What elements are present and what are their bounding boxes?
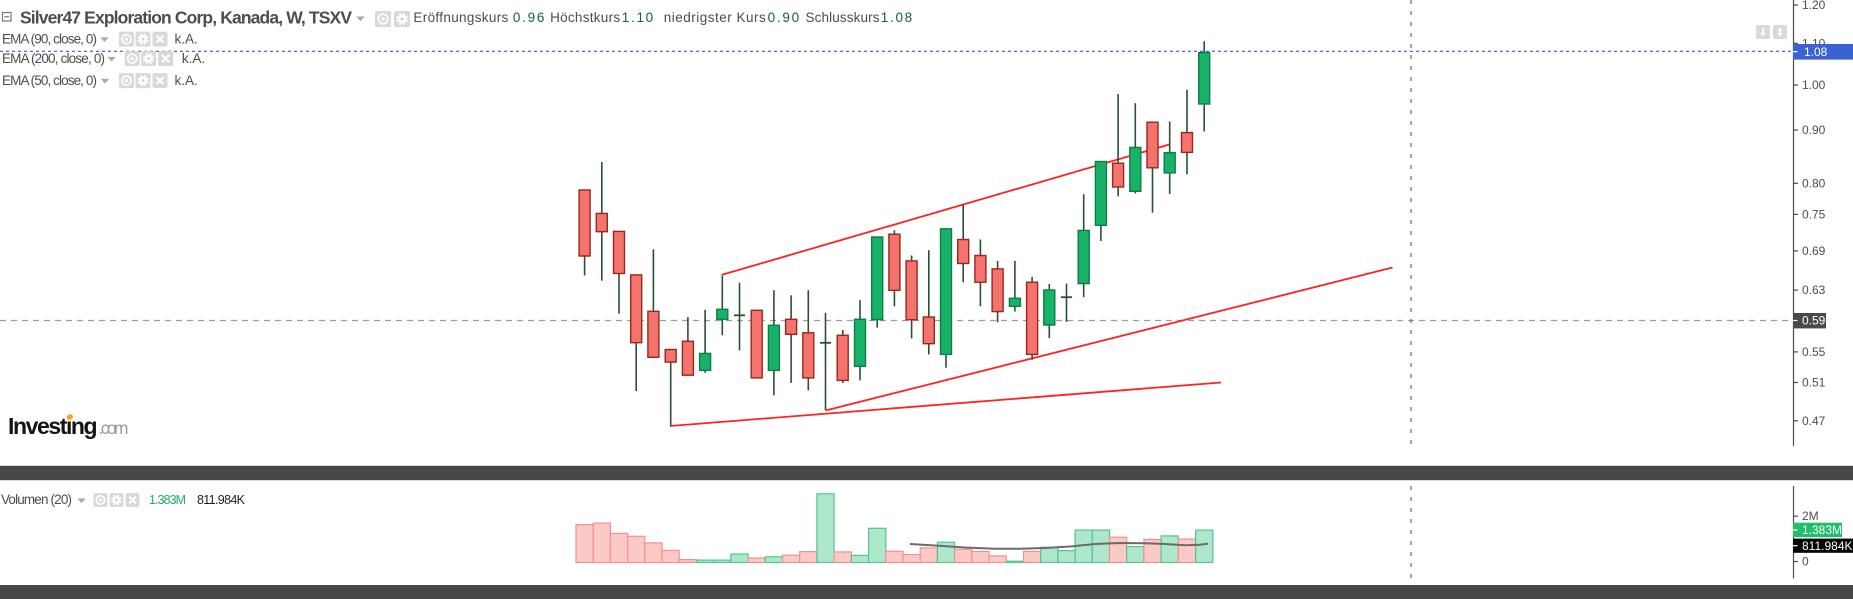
svg-text:2M: 2M: [1802, 509, 1819, 523]
svg-text:0.90: 0.90: [768, 10, 800, 25]
svg-text:1.08: 1.08: [881, 10, 913, 25]
svg-text:EMA (50, close, 0): EMA (50, close, 0): [2, 73, 97, 88]
svg-text:niedrigster Kurs: niedrigster Kurs: [664, 10, 766, 25]
svg-text:811.984K: 811.984K: [197, 493, 246, 507]
svg-text:0.59: 0.59: [1802, 314, 1826, 328]
svg-text:Investing: Investing: [8, 413, 98, 439]
svg-text:1.10: 1.10: [622, 10, 654, 25]
svg-text:Silver47 Exploration Corp, Kan: Silver47 Exploration Corp, Kanada, W, TS…: [20, 8, 352, 28]
svg-text:Volumen (20): Volumen (20): [1, 492, 72, 507]
svg-text:0.69: 0.69: [1802, 244, 1826, 258]
svg-text:0.96: 0.96: [513, 10, 545, 25]
svg-text:EMA (90, close, 0): EMA (90, close, 0): [2, 32, 97, 47]
svg-text:0.90: 0.90: [1802, 123, 1826, 137]
svg-text:k.A.: k.A.: [182, 51, 205, 66]
svg-text:1.383M: 1.383M: [1802, 523, 1842, 537]
svg-text:0.47: 0.47: [1802, 414, 1826, 428]
svg-text:0: 0: [1802, 555, 1809, 569]
svg-text:811.984K: 811.984K: [1802, 539, 1853, 553]
svg-text:Eröffnungskurs: Eröffnungskurs: [413, 10, 508, 25]
svg-text:1.08: 1.08: [1804, 45, 1828, 59]
svg-text:0.55: 0.55: [1802, 345, 1826, 359]
svg-text:1.00: 1.00: [1802, 78, 1826, 92]
svg-text:1.20: 1.20: [1802, 0, 1826, 12]
svg-text:Schlusskurs: Schlusskurs: [806, 10, 880, 25]
svg-text:0.75: 0.75: [1802, 207, 1826, 221]
svg-text:Höchstkurs: Höchstkurs: [550, 10, 620, 25]
svg-text:k.A.: k.A.: [175, 32, 198, 47]
svg-text:1.383M: 1.383M: [149, 493, 186, 507]
svg-text:.com: .com: [99, 418, 129, 438]
svg-text:k.A.: k.A.: [175, 73, 198, 88]
svg-text:0.51: 0.51: [1802, 376, 1826, 390]
svg-text:EMA (200, close, 0): EMA (200, close, 0): [2, 51, 105, 66]
svg-text:0.80: 0.80: [1802, 176, 1826, 190]
svg-text:0.63: 0.63: [1802, 283, 1826, 297]
